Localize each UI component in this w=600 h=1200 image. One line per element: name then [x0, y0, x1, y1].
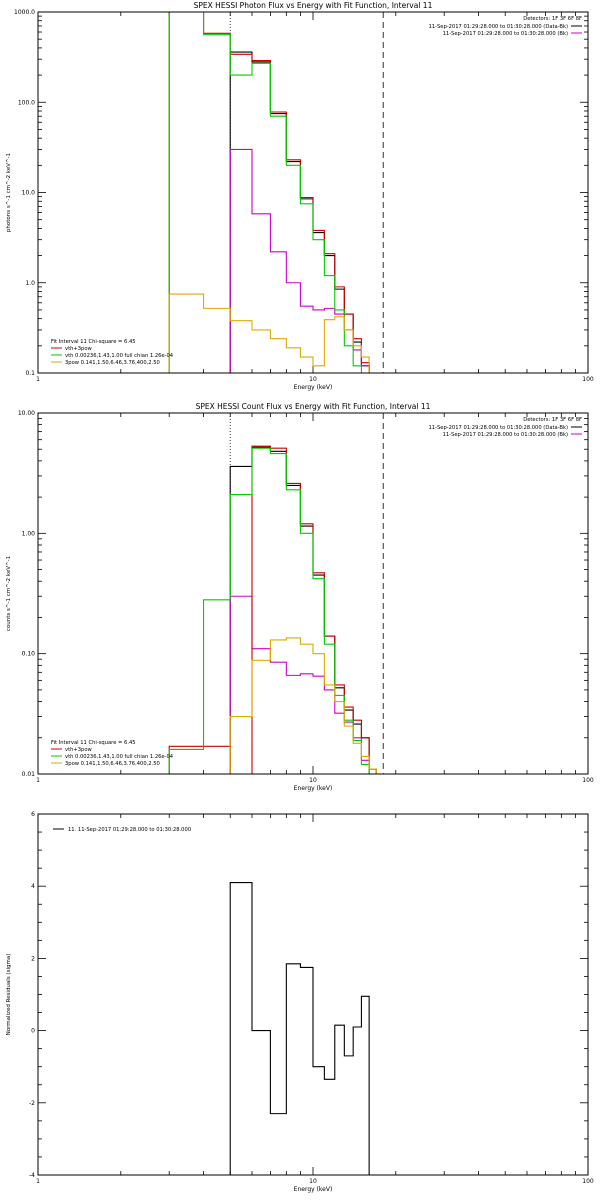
y-tick-label: 100.0	[18, 99, 35, 106]
chart-title: SPEX HESSI Photon Flux vs Energy with Fi…	[194, 1, 433, 10]
fit-label: Fit Interval 11 Chi-square = 6.45	[51, 740, 136, 746]
panel-2	[37, 412, 589, 775]
fit-legend-label: 3pow 0.141,1.50,6.46,3.76,400,2.50	[65, 360, 160, 366]
x-tick-label: 10	[309, 777, 317, 784]
fit-legend-label: 3pow 0.141,1.50,6.46,3.76,400,2.50	[65, 761, 160, 767]
y-tick-label: 0.10	[22, 651, 36, 658]
series-vth	[168, 12, 370, 373]
legend-header: Detectors: 1F 3F 6F 8F	[523, 417, 582, 423]
panel-1	[37, 11, 589, 374]
y-tick-label: 10.00	[18, 410, 35, 417]
fit-legend-label: vth+3pow	[65, 346, 93, 352]
y-tick-label: 4	[31, 883, 35, 890]
y-axis-label: photons s^-1 cm^-2 keV^-1	[6, 153, 12, 232]
plot-frame	[37, 412, 589, 775]
fit-legend-label: vth+3pow	[65, 747, 93, 753]
x-tick-label: 10	[309, 1178, 317, 1185]
x-tick-label: 100	[582, 777, 594, 784]
legend-label: 11-Sep-2017 01:29:28.000 to 01:30:28.000…	[428, 24, 568, 30]
legend-label: 11-Sep-2017 01:29:28.000 to 01:30:28.000…	[443, 31, 568, 37]
y-tick-label: 0.01	[22, 771, 36, 778]
x-axis-label: Energy (keV)	[294, 785, 333, 792]
fit-legend-label: vth 0.00236,1.43,1.00 full chian 1.26e-0…	[65, 754, 174, 760]
y-tick-label: 0	[31, 1028, 35, 1035]
x-tick-label: 1	[36, 777, 40, 784]
legend-label: 11. 11-Sep-2017 01:29:28.000 to 01:30:28…	[68, 827, 191, 833]
x-tick-label: 1	[36, 376, 40, 383]
series-pow	[229, 637, 377, 774]
plot-frame	[37, 813, 589, 1176]
fit-legend-label: vth 0.00236,1.43,1.00 full chian 1.26e-0…	[65, 353, 174, 359]
legend-header: Detectors: 1F 3F 6F 8F	[523, 16, 582, 22]
x-ticks	[37, 814, 576, 1175]
y-tick-label: -2	[29, 1100, 35, 1107]
panel-3	[37, 813, 589, 1176]
series-data	[229, 51, 370, 373]
chart-title: SPEX HESSI Count Flux vs Energy with Fit…	[196, 402, 431, 411]
y-tick-label: 0.1	[25, 370, 35, 377]
y-tick-label: 1000.0	[14, 9, 35, 16]
legend-label: 11-Sep-2017 01:29:28.000 to 01:30:28.000…	[428, 425, 568, 431]
y-axis-label: counts s^-1 cm^-2 keV^-1	[6, 556, 12, 631]
x-tick-label: 10	[309, 376, 317, 383]
x-axis-label: Energy (keV)	[294, 384, 333, 391]
x-tick-label: 100	[582, 376, 594, 383]
y-tick-label: 1.0	[25, 280, 35, 287]
series-pow	[168, 293, 370, 373]
y-axis-label: Normalized Residuals (sigma)	[6, 954, 12, 1036]
series-bk	[229, 148, 370, 373]
y-tick-label: 10.0	[22, 190, 36, 197]
legend-label: 11-Sep-2017 01:29:28.000 to 01:30:28.000…	[443, 432, 568, 438]
x-tick-label: 1	[36, 1178, 40, 1185]
y-tick-label: 1.00	[22, 530, 36, 537]
x-axis-label: Energy (keV)	[294, 1186, 333, 1193]
x-tick-label: 100	[582, 1178, 594, 1185]
y-tick-label: 6	[31, 811, 35, 818]
y-tick-label: 2	[31, 955, 35, 962]
y-tick-label: -4	[29, 1172, 35, 1179]
series-residuals	[229, 882, 370, 1175]
plot-frame	[37, 11, 589, 374]
fit-label: Fit Interval 11 Chi-square = 6.45	[51, 339, 136, 345]
